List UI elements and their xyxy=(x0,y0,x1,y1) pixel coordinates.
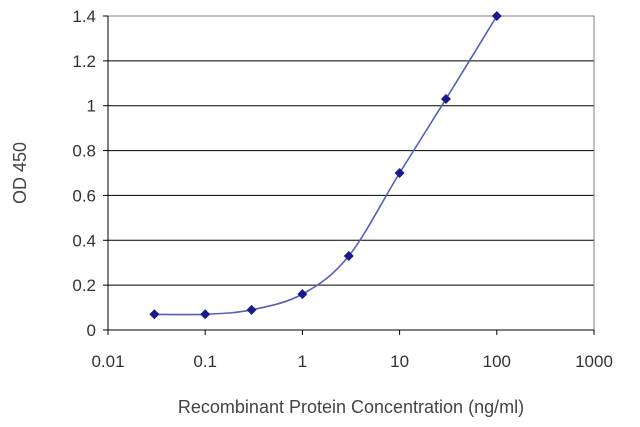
data-point xyxy=(491,11,502,21)
y-axis-title: OD 450 xyxy=(10,142,30,204)
data-point xyxy=(394,168,405,178)
x-tick-label: 0.01 xyxy=(91,352,124,371)
x-tick-labels: 0.01 0.1 1 10 100 1000 xyxy=(91,352,612,371)
x-tick-label: 100 xyxy=(483,352,511,371)
y-tick-label: 0.2 xyxy=(72,276,96,295)
data-point xyxy=(440,93,451,104)
x-axis-title: Recombinant Protein Concentration (ng/ml… xyxy=(178,397,524,417)
y-tick-label: 0.8 xyxy=(72,142,96,161)
data-point xyxy=(149,309,160,320)
y-tick-label: 0.6 xyxy=(72,186,96,205)
data-series xyxy=(149,11,502,320)
x-tick-label: 10 xyxy=(390,352,409,371)
data-point xyxy=(200,309,211,320)
data-point xyxy=(343,250,354,261)
plot-area-frame xyxy=(107,15,595,331)
axes xyxy=(103,15,595,335)
y-tick-label: 1 xyxy=(87,97,96,116)
data-point xyxy=(297,289,308,300)
x-tick-label: 1 xyxy=(298,352,307,371)
x-tick-label: 1000 xyxy=(575,352,613,371)
grid-lines xyxy=(108,15,594,286)
y-tick-label: 1.4 xyxy=(72,7,96,26)
y-tick-label: 0 xyxy=(87,321,96,340)
y-tick-label: 0.4 xyxy=(72,231,96,250)
y-tick-label: 1.2 xyxy=(72,52,96,71)
data-point xyxy=(246,304,257,315)
x-tick-label: 0.1 xyxy=(193,352,217,371)
y-tick-labels: 0 0.2 0.4 0.6 0.8 1 1.2 1.4 xyxy=(72,7,96,340)
